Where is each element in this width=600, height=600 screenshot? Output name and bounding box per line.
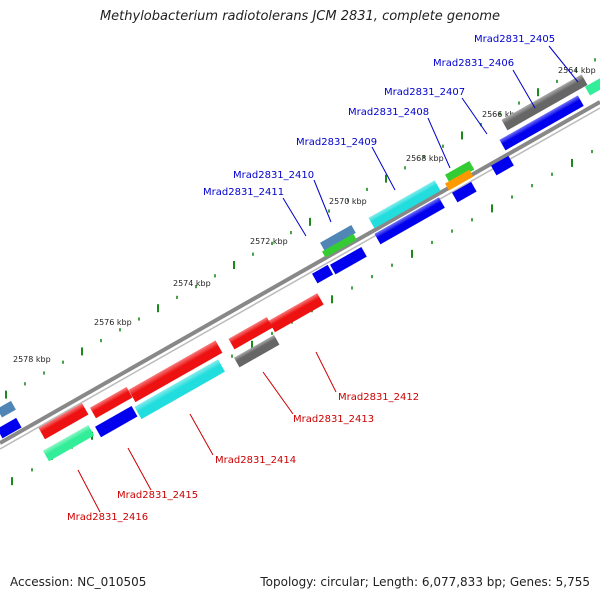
forward-gene-labels: Mrad2831_2405 Mrad2831_2406 Mrad2831_240… xyxy=(203,34,555,198)
reverse-label-leaders xyxy=(77,351,337,513)
gene-label[interactable]: Mrad2831_2416 xyxy=(67,512,148,523)
gene-label[interactable]: Mrad2831_2415 xyxy=(117,490,198,501)
gene-label[interactable]: Mrad2831_2414 xyxy=(215,455,296,466)
gene-arrow[interactable] xyxy=(43,425,95,462)
gene-arrow[interactable] xyxy=(38,403,89,440)
scale-label: 2566 kbp xyxy=(482,110,520,119)
gene-arrow[interactable] xyxy=(234,335,280,368)
gene-label[interactable]: Mrad2831_2408 xyxy=(348,107,429,118)
scale-label: 2574 kbp xyxy=(173,279,211,288)
forward-strand-genes xyxy=(0,74,600,439)
scale-label: 2576 kbp xyxy=(94,318,132,327)
gene-arrow[interactable] xyxy=(499,95,584,151)
scale-labels: 2564 kbp 2566 kbp 2568 kbp 2570 kbp 2572… xyxy=(13,66,596,364)
gene-label[interactable]: Mrad2831_2412 xyxy=(338,392,419,403)
gene-label[interactable]: Mrad2831_2410 xyxy=(233,170,314,181)
gene-arrow[interactable] xyxy=(585,76,600,96)
gene-arrow[interactable] xyxy=(90,387,133,419)
forward-label-leaders xyxy=(282,45,579,237)
scale-label: 2564 kbp xyxy=(558,66,596,75)
scale-label: 2568 kbp xyxy=(406,154,444,163)
reverse-strand-genes xyxy=(38,293,324,462)
gene-arrow[interactable] xyxy=(128,340,223,403)
gene-arrow[interactable] xyxy=(268,293,324,333)
gene-arrow[interactable] xyxy=(228,317,273,350)
map-title: Methylobacterium radiotolerans JCM 2831,… xyxy=(99,9,501,24)
gene-label[interactable]: Mrad2831_2406 xyxy=(433,58,514,69)
gene-label[interactable]: Mrad2831_2409 xyxy=(296,137,377,148)
gene-label[interactable]: Mrad2831_2405 xyxy=(474,34,555,45)
gene-label[interactable]: Mrad2831_2413 xyxy=(293,414,374,425)
gene-arrow[interactable] xyxy=(445,169,474,191)
gene-arrow[interactable] xyxy=(0,400,16,418)
gene-arrow[interactable] xyxy=(312,264,334,284)
accession-label: Accession: NC_010505 xyxy=(10,575,147,589)
reverse-gene-labels: Mrad2831_2412 Mrad2831_2413 Mrad2831_241… xyxy=(67,392,419,523)
gene-arrow[interactable] xyxy=(445,160,475,184)
gene-label[interactable]: Mrad2831_2411 xyxy=(203,187,284,198)
scale-label: 2570 kbp xyxy=(329,197,367,206)
scale-label: 2578 kbp xyxy=(13,355,51,364)
genome-summary: Topology: circular; Length: 6,077,833 bp… xyxy=(260,575,590,589)
gene-arrow[interactable] xyxy=(452,181,477,203)
gene-arrow[interactable] xyxy=(330,247,367,275)
gene-arrow[interactable] xyxy=(368,180,441,229)
gene-arrow[interactable] xyxy=(491,155,514,176)
gene-arrow[interactable] xyxy=(501,74,588,131)
genome-backbone xyxy=(0,100,600,450)
gene-arrow[interactable] xyxy=(134,359,225,420)
gene-label[interactable]: Mrad2831_2407 xyxy=(384,87,465,98)
gene-arrow[interactable] xyxy=(95,406,138,438)
gene-arrow[interactable] xyxy=(320,225,356,251)
gene-arrow[interactable] xyxy=(374,197,445,245)
gene-arrow[interactable] xyxy=(0,417,22,439)
gene-arrow[interactable] xyxy=(322,233,357,258)
scale-label: 2572 kbp xyxy=(250,237,288,246)
scale-ring-outer xyxy=(5,58,596,399)
